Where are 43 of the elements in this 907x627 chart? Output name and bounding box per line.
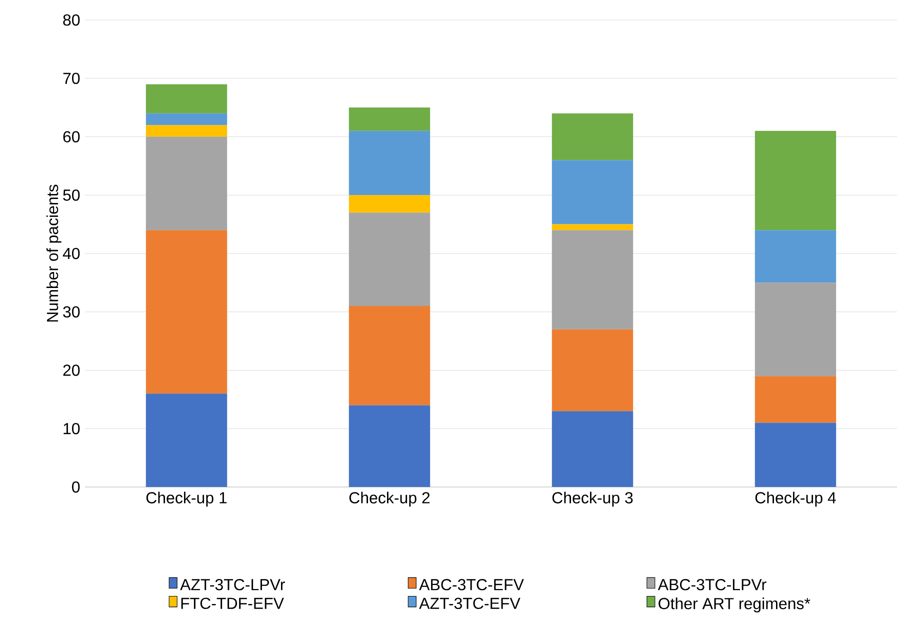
x-tick-label: Check-up 2 (349, 492, 430, 507)
bar (552, 113, 634, 160)
bar (348, 130, 430, 196)
y-axis-title: Number of pacients (46, 184, 62, 322)
bar (754, 422, 836, 487)
legend-label: ABC-3TC-EFV (419, 578, 524, 590)
bar (552, 230, 634, 330)
bar (348, 306, 430, 406)
bar (754, 130, 836, 230)
legend-label: AZT-3TC-EFV (419, 598, 520, 610)
x-tick-label: Check-up 4 (755, 492, 836, 507)
bar (754, 230, 836, 283)
bar (552, 160, 634, 224)
legend-label: ABC-3TC-LPVr (658, 578, 766, 590)
bar (146, 394, 228, 487)
legend-label: Other ART regimens* (658, 597, 810, 612)
y-tick-label: 0 (72, 481, 80, 493)
bar (146, 125, 228, 137)
y-tick-label: 10 (64, 422, 80, 434)
bar (754, 282, 836, 376)
y-tick-label: 40 (62, 248, 80, 260)
y-tick-label: 30 (63, 306, 80, 318)
bar (552, 329, 634, 412)
y-tick-label: 60 (63, 131, 80, 142)
bar (552, 411, 634, 487)
y-tick-label: 20 (63, 364, 80, 376)
y-tick-label: 70 (63, 72, 80, 84)
bar (146, 84, 228, 114)
x-tick-label: Check-up 3 (552, 492, 633, 507)
bar (348, 108, 430, 131)
y-tick-label: 80 (63, 14, 80, 26)
legend-label: FTC-TDF-EFV (181, 598, 284, 610)
bar (146, 113, 228, 126)
y-tick-label: 50 (63, 189, 80, 201)
bar (348, 195, 430, 213)
bar (552, 224, 634, 230)
bar (754, 376, 836, 423)
bar (146, 230, 228, 394)
bar (146, 136, 228, 230)
x-tick-label: Check-up 1 (146, 492, 227, 507)
legend-label: AZT-3TC-LPVr (180, 578, 285, 590)
bar (348, 405, 430, 487)
bar (348, 212, 430, 306)
